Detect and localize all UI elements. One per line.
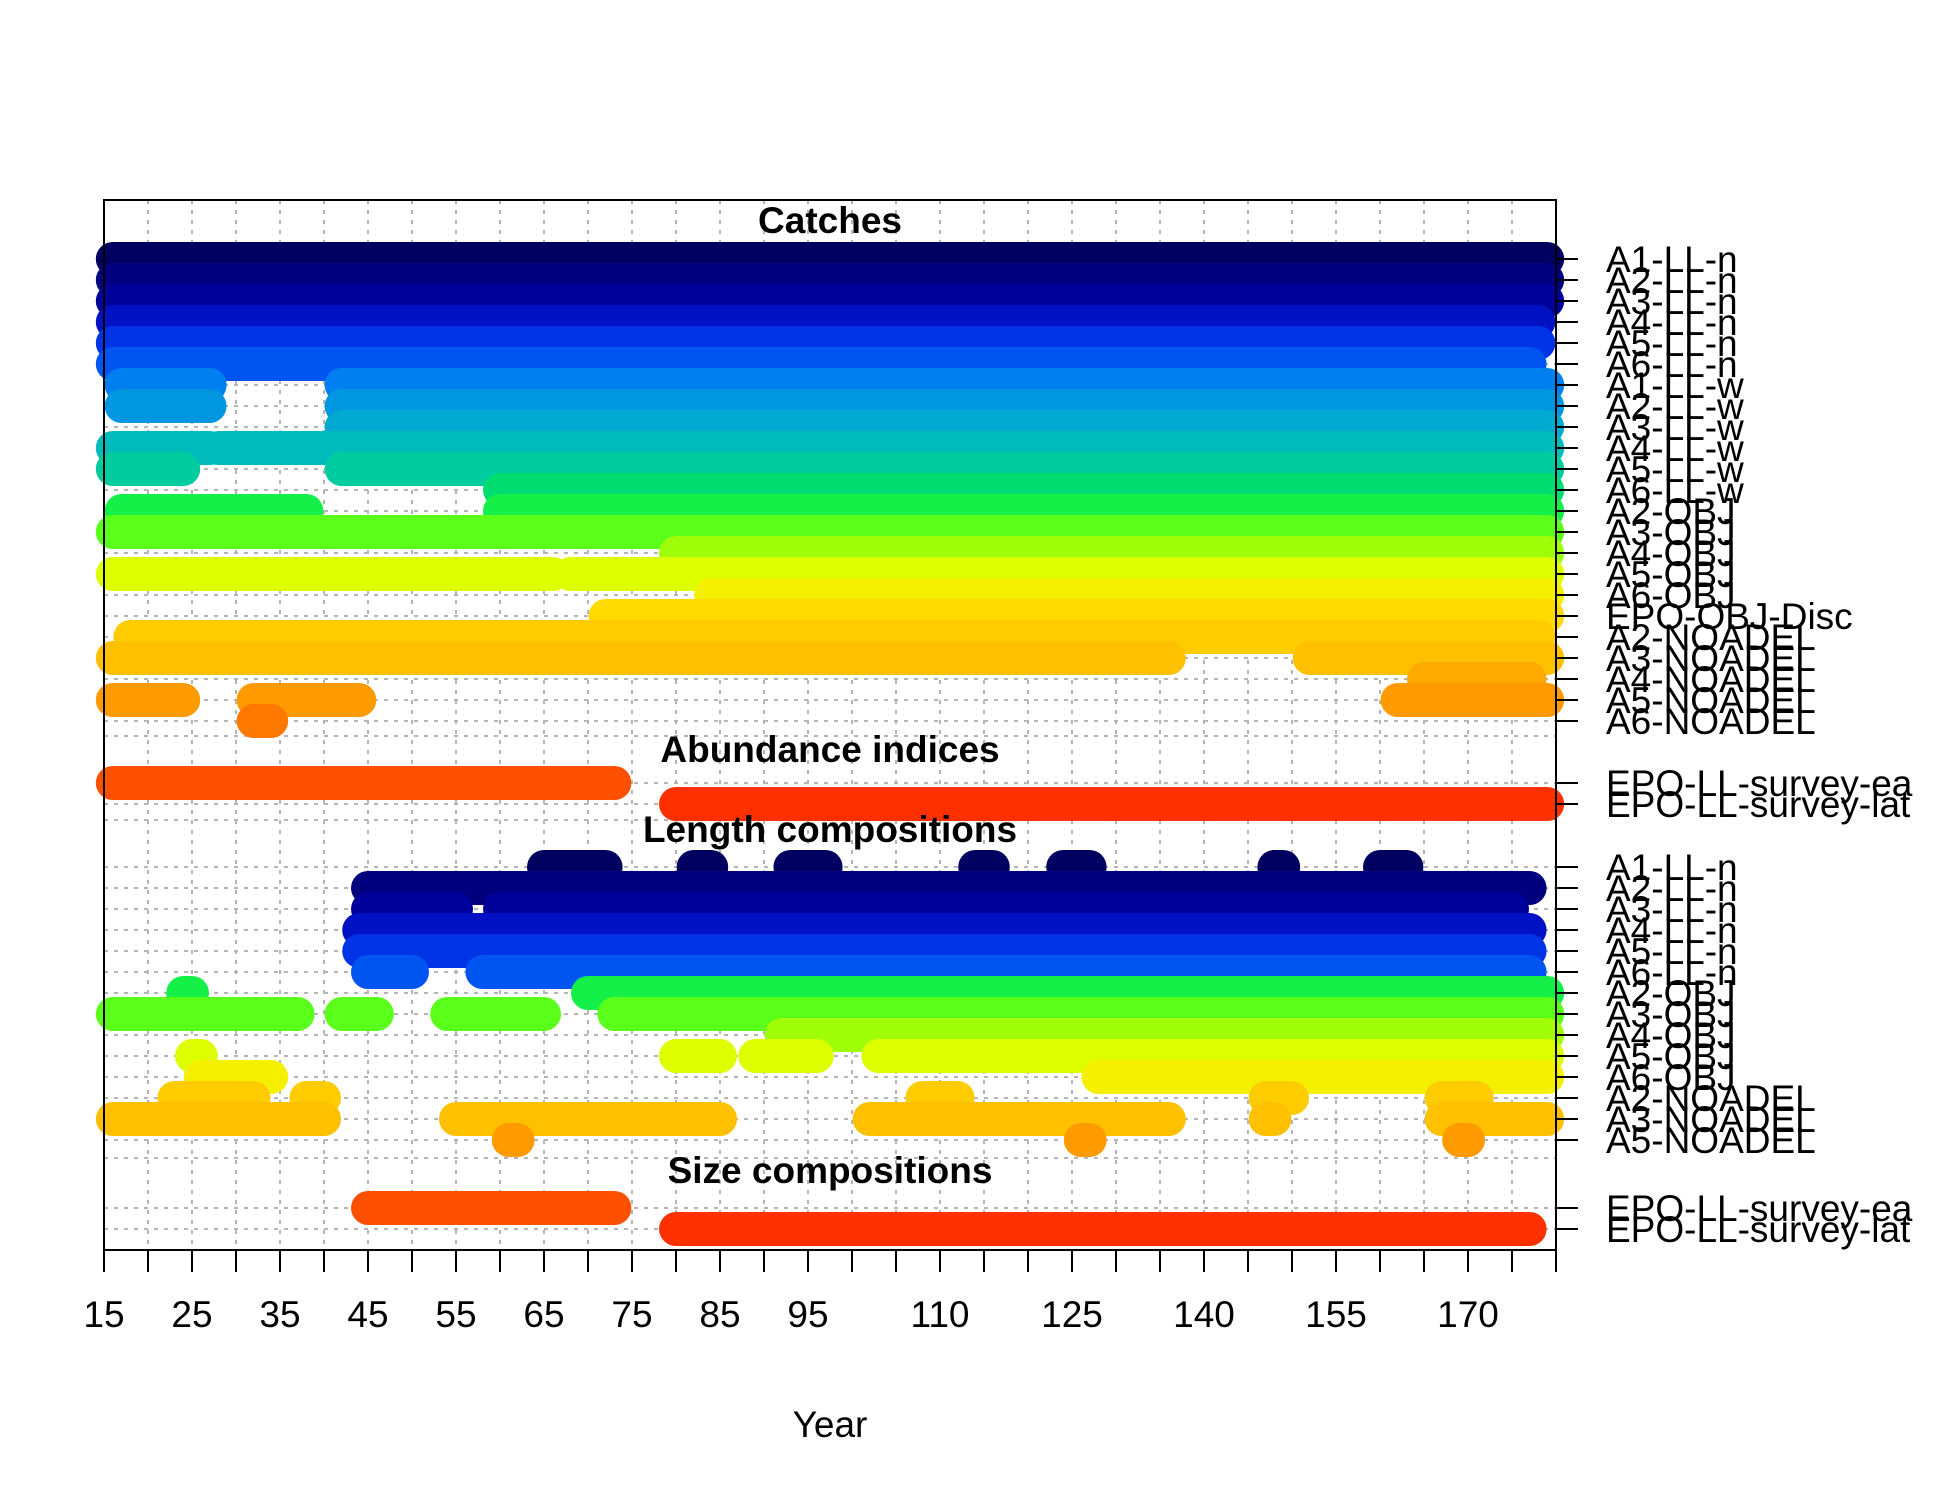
x-tick-label: 155 bbox=[1305, 1294, 1367, 1335]
x-tick-label: 95 bbox=[787, 1294, 828, 1335]
y-tick-label: A6-LL-w bbox=[1606, 470, 1744, 511]
y-tick-label: A6-OBJ bbox=[1606, 1057, 1736, 1098]
x-axis-title: Year bbox=[793, 1404, 868, 1445]
y-tick-label: A5-NOADEL bbox=[1606, 680, 1816, 721]
y-tick-label: A5-LL-n bbox=[1606, 931, 1738, 972]
section-title: Length compositions bbox=[643, 809, 1017, 850]
section-title: Abundance indices bbox=[660, 729, 999, 770]
y-tick-label: A5-LL-w bbox=[1606, 449, 1744, 490]
y-tick-label: A2-LL-w bbox=[1606, 386, 1744, 427]
y-tick-label: A1-LL-w bbox=[1606, 365, 1744, 406]
y-tick-label: A1-LL-n bbox=[1606, 239, 1738, 280]
y-tick-label: EPO-LL-survey-ea bbox=[1606, 1188, 1913, 1229]
y-tick-label: A4-LL-n bbox=[1606, 302, 1738, 343]
x-tick-label: 25 bbox=[171, 1294, 212, 1335]
y-tick-label: A5-OBJ bbox=[1606, 1036, 1736, 1077]
x-tick-label: 85 bbox=[699, 1294, 740, 1335]
y-tick-label: A2-NOADEL bbox=[1606, 1078, 1816, 1119]
y-tick-label: A6-LL-n bbox=[1606, 344, 1738, 385]
y-tick-label: EPO-LL-survey-lat bbox=[1606, 1209, 1911, 1250]
x-tick-label: 125 bbox=[1041, 1294, 1103, 1335]
y-tick-label: A5-NOADEL bbox=[1606, 1120, 1816, 1161]
section-title: Size compositions bbox=[668, 1150, 993, 1191]
y-tick-label: A4-OBJ bbox=[1606, 1015, 1736, 1056]
y-tick-label: A1-LL-n bbox=[1606, 847, 1738, 888]
y-tick-label: A2-OBJ bbox=[1606, 491, 1736, 532]
y-tick-label: A5-LL-n bbox=[1606, 323, 1738, 364]
y-tick-label: A3-OBJ bbox=[1606, 994, 1736, 1035]
y-tick-label: A6-OBJ bbox=[1606, 575, 1736, 616]
x-tick-label: 55 bbox=[435, 1294, 476, 1335]
y-tick-label: A4-LL-w bbox=[1606, 428, 1744, 469]
y-tick-label: A6-NOADEL bbox=[1606, 701, 1816, 742]
section-titles: Catches Abundance indices Length compositi… bbox=[643, 200, 1017, 1191]
y-tick-label: EPO-LL-survey-lat bbox=[1606, 784, 1911, 825]
x-tick-label: 140 bbox=[1173, 1294, 1235, 1335]
y-tick-label: A6-LL-n bbox=[1606, 952, 1738, 993]
x-tick-label: 110 bbox=[911, 1294, 970, 1335]
y-tick-label: A3-LL-n bbox=[1606, 889, 1738, 930]
x-tick-label: 65 bbox=[523, 1294, 564, 1335]
y-tick-label: A3-LL-n bbox=[1606, 281, 1738, 322]
y-tick-label: A4-OBJ bbox=[1606, 533, 1736, 574]
y-tick-label: EPO-OBJ-Disc bbox=[1606, 596, 1853, 637]
y-tick-label: A5-OBJ bbox=[1606, 554, 1736, 595]
y-tick-label: A4-LL-n bbox=[1606, 910, 1738, 951]
x-tick-label: 170 bbox=[1437, 1294, 1499, 1335]
x-tick-label: 45 bbox=[347, 1294, 388, 1335]
x-tick-label: 15 bbox=[83, 1294, 124, 1335]
section-title: Catches bbox=[758, 200, 902, 241]
y-tick-label: A2-LL-n bbox=[1606, 868, 1738, 909]
y-tick-label: A4-NOADEL bbox=[1606, 659, 1816, 700]
y-tick-label: A3-NOADEL bbox=[1606, 1099, 1816, 1140]
y-tick-label: A3-LL-w bbox=[1606, 407, 1744, 448]
x-axis: 15 25 35 45 55 65 75 85 95 110 125 140 155 170 bbox=[83, 1250, 1557, 1335]
y-tick-label: A2-LL-n bbox=[1606, 260, 1738, 301]
y-tick-label: A3-NOADEL bbox=[1606, 638, 1816, 679]
y-tick-label: A3-OBJ bbox=[1606, 512, 1736, 553]
y-tick-label: A2-OBJ bbox=[1606, 973, 1736, 1014]
y-tick-label: A2-NOADEL bbox=[1606, 617, 1816, 658]
plot-frame bbox=[103, 199, 1557, 1251]
x-tick-label: 35 bbox=[259, 1294, 300, 1335]
y-tick-label: EPO-LL-survey-ea bbox=[1606, 763, 1913, 804]
x-tick-label: 75 bbox=[611, 1294, 652, 1335]
marks-layer bbox=[95, 242, 1565, 1246]
y-axis: A1-LL-nA2-LL-nA3-LL-nA4-LL-nA5-LL-nA6-LL… bbox=[1556, 239, 1913, 1250]
